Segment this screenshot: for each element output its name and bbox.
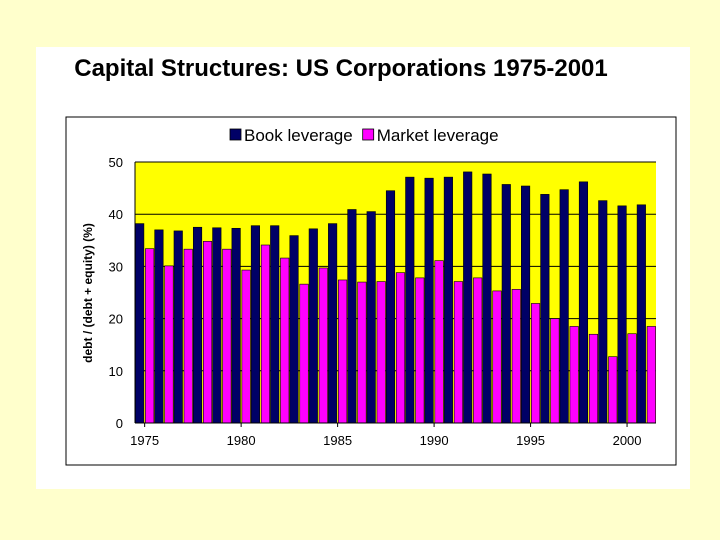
- y-axis-label: debt / (debt + equity) (%): [81, 223, 95, 363]
- market-leverage-bar: [531, 303, 541, 424]
- book-leverage-bar: [289, 235, 299, 424]
- book-leverage-bar: [231, 227, 241, 424]
- legend-label-market: Market leverage: [377, 126, 499, 145]
- capital-structure-chart: 0 10 20 30 40 50 1975 1980 1985 1990 1995 2000 Book…: [65, 116, 677, 466]
- market-leverage-bar: [627, 333, 637, 424]
- market-leverage-bar: [415, 277, 425, 424]
- book-leverage-bar: [424, 177, 434, 424]
- legend: Book leverage Market leverage: [229, 126, 499, 145]
- book-leverage-bar: [636, 204, 646, 424]
- y-tick-label: 40: [109, 207, 123, 222]
- market-leverage-bar: [260, 244, 270, 424]
- book-leverage-bar: [173, 230, 183, 424]
- market-leverage-bar: [511, 289, 521, 424]
- market-leverage-bar: [434, 260, 444, 424]
- market-leverage-bar: [299, 283, 309, 424]
- market-leverage-bar: [164, 265, 174, 424]
- x-tick-label: 1975: [130, 433, 159, 448]
- market-leverage-bar: [376, 281, 386, 424]
- market-leverage-bar: [492, 290, 502, 424]
- book-leverage-bar: [540, 194, 550, 424]
- market-leverage-bar: [395, 272, 406, 424]
- legend-swatch-market: [362, 128, 375, 141]
- book-leverage-bar: [578, 181, 589, 424]
- book-leverage-bar: [385, 190, 396, 424]
- book-leverage-bar: [308, 228, 318, 424]
- book-leverage-bar: [328, 223, 338, 424]
- market-leverage-bar: [280, 257, 290, 424]
- legend-swatch-book: [229, 128, 242, 141]
- market-leverage-bar: [646, 326, 656, 424]
- market-leverage-bar: [357, 281, 367, 424]
- market-leverage-bar: [183, 248, 193, 424]
- y-tick-label: 20: [109, 312, 123, 327]
- book-leverage-bar: [250, 225, 260, 424]
- market-leverage-bar: [318, 267, 328, 424]
- x-tick-label: 1990: [420, 433, 449, 448]
- y-tick-label: 10: [109, 364, 123, 379]
- slide-panel: Capital Structures: US Corporations 1975…: [36, 47, 690, 489]
- y-tick-label: 0: [116, 416, 123, 431]
- market-leverage-bar: [222, 248, 232, 424]
- market-leverage-bar: [241, 269, 251, 424]
- book-leverage-bar: [192, 226, 203, 424]
- market-leverage-bar: [550, 318, 560, 424]
- book-leverage-bar: [559, 189, 569, 424]
- book-leverage-bar: [154, 229, 164, 424]
- market-leverage-bar: [473, 277, 483, 424]
- y-tick-label: 50: [109, 155, 123, 170]
- book-leverage-bar: [347, 209, 357, 424]
- market-leverage-bar: [608, 356, 618, 424]
- x-tick-label: 1985: [323, 433, 352, 448]
- book-leverage-bar: [366, 211, 376, 424]
- book-leverage-bar: [463, 171, 473, 424]
- book-leverage-bar: [135, 223, 145, 424]
- book-leverage-bar: [521, 185, 531, 424]
- book-leverage-bar: [617, 205, 627, 424]
- book-leverage-bar: [212, 227, 222, 424]
- book-leverage-bar: [482, 173, 492, 424]
- market-leverage-bar: [202, 241, 213, 424]
- market-leverage-bar: [588, 333, 599, 424]
- plot-area: [135, 162, 656, 423]
- market-leverage-bar: [453, 281, 463, 424]
- x-tick-label: 1995: [516, 433, 545, 448]
- book-leverage-bar: [405, 176, 415, 424]
- market-leverage-bar: [145, 248, 155, 424]
- book-leverage-bar: [501, 184, 511, 424]
- book-leverage-bar: [443, 176, 453, 424]
- market-leverage-bar: [338, 279, 348, 424]
- x-tick-label: 2000: [613, 433, 642, 448]
- y-tick-label: 30: [109, 259, 123, 274]
- market-leverage-bar: [569, 326, 579, 424]
- x-tick-label: 1980: [227, 433, 256, 448]
- legend-label-book: Book leverage: [244, 126, 353, 145]
- book-leverage-bar: [598, 200, 608, 424]
- page-title: Capital Structures: US Corporations 1975…: [74, 55, 608, 82]
- book-leverage-bar: [270, 225, 280, 424]
